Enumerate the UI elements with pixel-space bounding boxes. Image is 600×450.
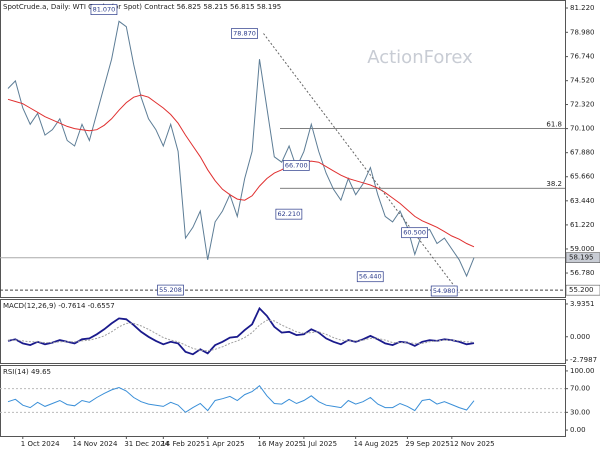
- x-tick-label: 1 Oct 2024: [21, 440, 60, 448]
- level-label: 38.2: [546, 180, 562, 188]
- y-tick-label: 63.440: [570, 197, 595, 205]
- annotation-box: [157, 284, 184, 296]
- annotation-box: [401, 227, 428, 239]
- x-tick-label: 1 Apr 2025: [206, 440, 245, 448]
- y-tick-label: 61.220: [570, 221, 595, 229]
- x-tick-label: 29 Sep 2025: [405, 440, 449, 448]
- x-tick-label: 1 Jul 2025: [302, 440, 337, 448]
- y-tick-label: 70.100: [570, 125, 595, 133]
- panel-title: MACD(12,26,9) -0.7614 -0.6557: [3, 302, 115, 310]
- annotation-label: 81.070: [93, 6, 116, 14]
- panel-frame: [0, 365, 566, 437]
- x-tick-label: 14 Nov 2024: [73, 440, 118, 448]
- y-tick-label: -2.7987: [570, 356, 597, 364]
- price-label-box: [565, 252, 600, 263]
- series-line: [7, 306, 475, 356]
- y-tick-label: 72.320: [570, 101, 595, 109]
- y-tick-label: 81.220: [570, 4, 595, 12]
- annotation-box: [282, 160, 310, 171]
- y-tick-label: 3.9351: [570, 300, 595, 308]
- y-tick-label: 76.740: [570, 53, 595, 61]
- panel-title: SpotCrude.a, Daily: WTI Crude (or Spot) …: [3, 3, 281, 11]
- series-line: [7, 94, 475, 248]
- price-label: 58.195: [569, 254, 594, 262]
- y-tick-label: 70.00: [570, 385, 590, 393]
- x-tick-label: 31 Dec 2024: [124, 440, 169, 448]
- y-tick-label: 56.780: [570, 269, 595, 277]
- y-tick-label: 30.00: [570, 408, 590, 416]
- annotation-label: 78.870: [233, 30, 256, 38]
- y-tick-label: 100.00: [570, 367, 595, 375]
- watermark: ActionForex: [367, 47, 473, 68]
- y-tick-label: 78.980: [570, 28, 595, 36]
- price-label: 55.200: [569, 286, 594, 294]
- panel-frame: [0, 0, 566, 298]
- annotation-label: 54.980: [433, 287, 456, 295]
- level-label: 61.8: [546, 121, 562, 129]
- annotation-label: 62.210: [277, 210, 300, 218]
- annotation-box: [430, 285, 458, 297]
- price-label-box: [565, 284, 600, 296]
- annotation-box: [90, 4, 118, 16]
- x-tick-label: 12 Nov 2025: [450, 440, 495, 448]
- x-tick-label: 16 May 2025: [257, 440, 303, 448]
- annotation-label: 60.500: [403, 229, 426, 237]
- panel-title: RSI(14) 49.65: [3, 368, 51, 376]
- series-line: [7, 384, 475, 413]
- annotation-label: 56.440: [359, 273, 382, 281]
- series-line: [8, 319, 475, 352]
- annotation-box: [356, 271, 384, 283]
- y-tick-label: 65.660: [570, 173, 595, 181]
- annotation-label: 66.700: [285, 161, 308, 169]
- y-tick-label: 74.520: [570, 77, 595, 85]
- annotation-box: [275, 208, 303, 220]
- y-tick-label: 0.00: [570, 426, 586, 434]
- annotation-box: [231, 28, 258, 39]
- annotation-label: 55.208: [159, 286, 182, 294]
- x-tick-label: 14 Aug 2025: [354, 440, 399, 448]
- series-line: [7, 20, 475, 278]
- y-tick-label: 0.000: [570, 333, 590, 341]
- x-tick-label: 14 Feb 2025: [161, 440, 205, 448]
- y-tick-label: 59.000: [570, 245, 595, 253]
- y-tick-label: 67.880: [570, 149, 595, 157]
- panel-frame: [0, 299, 566, 364]
